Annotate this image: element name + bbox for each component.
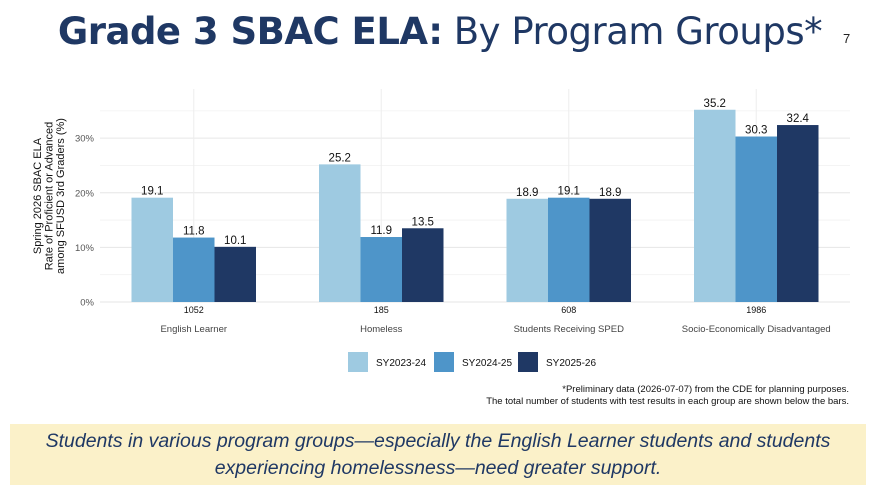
bar-value-label: 19.1 — [558, 186, 580, 198]
x-tick-label: Homeless — [360, 324, 402, 335]
bar-chart: 0% 10% 20% 30% 19.1 11.8 10.1 1052 English Learn… — [32, 89, 850, 372]
y-axis-title: among SFUSD 3rd Graders (%) — [55, 118, 67, 274]
legend-swatch — [518, 352, 538, 372]
group-count-label: 1986 — [746, 305, 766, 315]
bar — [360, 237, 402, 302]
bar — [506, 198, 548, 302]
bar-value-label: 32.4 — [787, 113, 810, 125]
legend-label: SY2025-26 — [546, 358, 596, 369]
bar-value-label: 25.2 — [329, 152, 351, 164]
bar — [694, 109, 736, 302]
bar-value-label: 18.9 — [516, 187, 538, 199]
bar — [131, 197, 173, 302]
y-axis-title: Rate of Proficient or Advanced — [44, 122, 56, 271]
footnote-line-1: *Preliminary data (2026-07-07) from the … — [562, 384, 849, 395]
bar-value-label: 18.9 — [599, 187, 621, 199]
legend-swatch — [348, 352, 368, 372]
bar-value-label: 10.1 — [224, 235, 246, 247]
legend-label: SY2023-24 — [376, 358, 426, 369]
bar — [214, 246, 256, 302]
group-count-label: 608 — [561, 305, 576, 315]
x-tick-label: Students Receiving SPED — [514, 324, 625, 335]
bar — [319, 164, 361, 302]
bar-value-label: 11.8 — [183, 226, 205, 238]
bar-value-label: 35.2 — [704, 98, 726, 110]
bar — [589, 198, 631, 302]
slide-title: Grade 3 SBAC ELA: By Program Groups* — [0, 10, 880, 53]
y-tick-label: 10% — [75, 243, 95, 254]
bar-value-label: 30.3 — [745, 125, 767, 137]
footnote: *Preliminary data (2026-07-07) from the … — [486, 384, 849, 408]
bar-value-label: 13.5 — [412, 216, 434, 228]
callout-box: Students in various program groups—espec… — [10, 424, 866, 485]
group-count-label: 1052 — [184, 305, 204, 315]
legend-swatch — [434, 352, 454, 372]
x-tick-label: Socio-Economically Disadvantaged — [682, 324, 831, 335]
y-tick-label: 20% — [75, 188, 95, 199]
bar — [735, 136, 777, 302]
bar-value-label: 11.9 — [370, 225, 392, 237]
callout-line-2: experiencing homelessness—need greater s… — [214, 457, 662, 479]
bar — [777, 125, 819, 303]
y-axis-title: Spring 2026 SBAC ELA — [32, 137, 44, 254]
slide-title-rest: By Program Groups* — [442, 10, 823, 53]
bar — [548, 197, 590, 302]
y-tick-label: 30% — [75, 134, 95, 145]
footnote-line-2: The total number of students with test r… — [486, 396, 849, 407]
bar — [173, 237, 215, 302]
slide-title-bold: Grade 3 SBAC ELA: — [57, 10, 443, 53]
callout-line-1: Students in various program groups—espec… — [45, 430, 831, 452]
y-tick-label: 0% — [80, 298, 94, 309]
bar-value-label: 19.1 — [141, 186, 163, 198]
bar — [402, 228, 444, 302]
page-number: 7 — [843, 31, 851, 46]
legend-label: SY2024-25 — [462, 358, 512, 369]
group-count-label: 185 — [374, 305, 389, 315]
x-tick-label: English Learner — [160, 324, 227, 335]
